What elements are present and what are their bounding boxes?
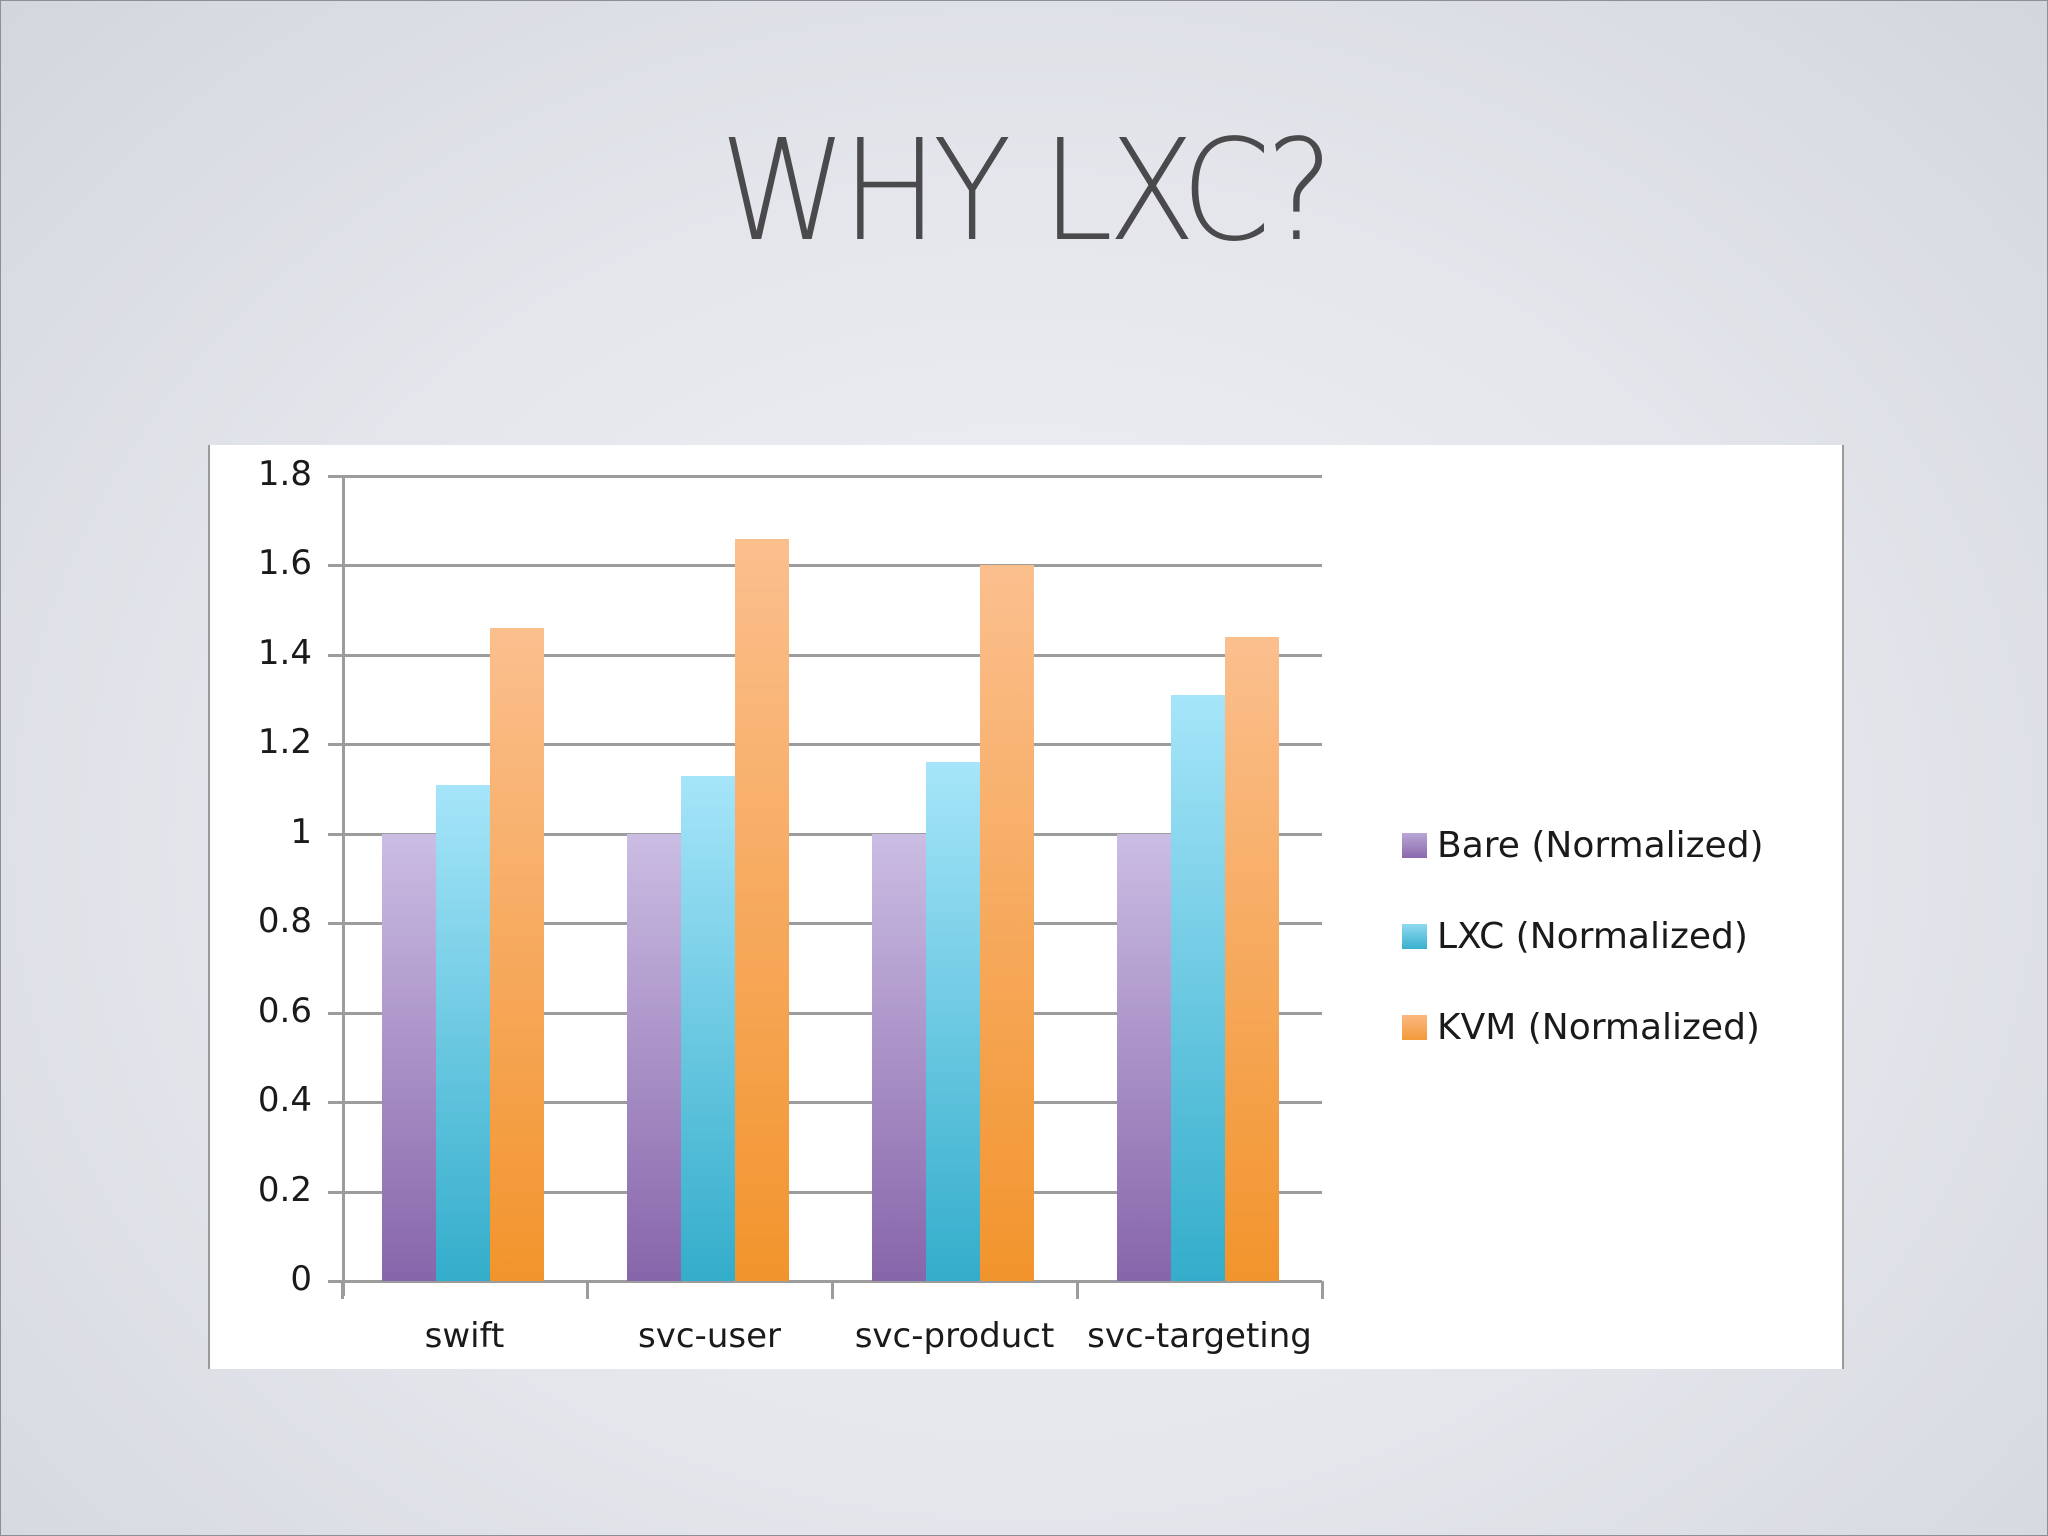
legend-item-kvm: KVM (Normalized) — [1402, 982, 1764, 1073]
x-tick-label: svc-targeting — [1087, 1316, 1312, 1356]
bar-lxc-svc-product — [926, 762, 980, 1281]
gridline — [328, 475, 1322, 478]
y-tick-label: 0.6 — [257, 990, 312, 1031]
x-tick-label: svc-user — [638, 1316, 781, 1356]
x-tick — [831, 1281, 834, 1299]
x-tick — [341, 1281, 344, 1299]
y-tick-label: 1.4 — [257, 632, 312, 673]
legend-label: Bare (Normalized) — [1437, 825, 1764, 866]
y-tick-label: 0.4 — [257, 1080, 312, 1121]
y-tick-label: 0.8 — [257, 901, 312, 942]
bar-kvm-swift — [490, 628, 544, 1281]
x-tick-label: swift — [424, 1316, 505, 1356]
legend-item-bare: Bare (Normalized) — [1402, 800, 1764, 891]
x-tick — [1321, 1281, 1324, 1299]
bar-lxc-swift — [436, 784, 490, 1281]
bar-kvm-svc-product — [980, 565, 1034, 1281]
bar-bare-svc-targeting — [1117, 833, 1171, 1281]
y-axis — [342, 476, 345, 1296]
gridline — [328, 1101, 1322, 1105]
bar-bare-svc-user — [627, 833, 681, 1281]
y-tick-label: 0 — [290, 1259, 312, 1299]
x-tick — [586, 1281, 589, 1299]
legend-label: LXC (Normalized) — [1437, 916, 1748, 957]
bar-lxc-svc-targeting — [1171, 695, 1225, 1281]
y-tick-label: 1.2 — [257, 722, 312, 763]
y-tick-label: 1 — [290, 811, 312, 852]
gridline — [328, 564, 1322, 568]
legend-swatch — [1402, 833, 1427, 858]
x-tick-label: svc-product — [854, 1316, 1055, 1356]
y-tick-label: 0.2 — [257, 1169, 312, 1210]
gridline — [328, 922, 1322, 926]
bar-kvm-svc-user — [735, 538, 789, 1281]
bar-bare-swift — [382, 833, 436, 1281]
legend-item-lxc: LXC (Normalized) — [1402, 891, 1764, 982]
plot-area: 0 0.2 0.4 0.6 0.8 1 1.2 1.4 1.6 1.8 swift svc-user s… — [258, 454, 1324, 1356]
gridline — [328, 832, 1322, 836]
bar-lxc-svc-user — [681, 775, 735, 1281]
gridline — [328, 1190, 1322, 1194]
x-tick — [1076, 1281, 1079, 1299]
legend-label: KVM (Normalized) — [1437, 1007, 1760, 1048]
gridline — [328, 653, 1322, 657]
legend-swatch — [1402, 1015, 1427, 1040]
legend-swatch — [1402, 924, 1427, 949]
bar-bare-svc-product — [872, 833, 926, 1281]
gridline — [328, 743, 1322, 747]
y-tick-label: 1.8 — [257, 454, 312, 494]
gridline — [328, 1011, 1322, 1015]
legend: Bare (Normalized) LXC (Normalized) KVM (No… — [1402, 800, 1764, 1073]
bar-kvm-svc-targeting — [1225, 637, 1279, 1281]
y-tick-label: 1.6 — [257, 543, 312, 584]
gridline — [328, 1280, 1322, 1283]
slide-title: WHY LXC? — [719, 110, 1334, 273]
